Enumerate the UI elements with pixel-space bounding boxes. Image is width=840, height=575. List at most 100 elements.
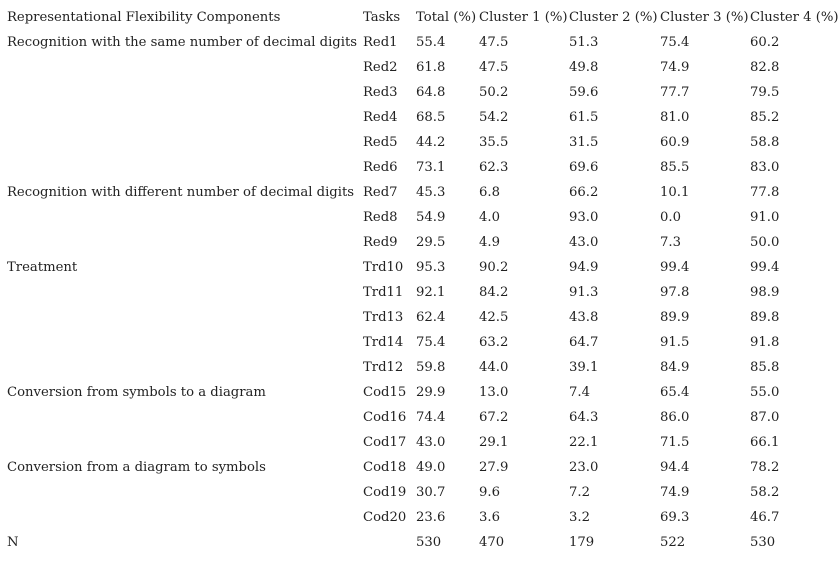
cell-cluster-4: 50.0 [750,235,780,250]
cell-cluster-3: 91.5 [660,335,690,350]
cell-cluster-4: 83.0 [750,160,780,175]
cell-cluster-4: 77.8 [750,185,780,200]
cell-cluster-4: 60.2 [750,35,780,50]
cell-component [0,305,363,330]
cell-cluster-3: 81.0 [660,110,690,125]
cell-total: 29.9 [416,385,446,400]
cell-cluster-1: 35.5 [479,135,509,150]
column-header-component: Representational Flexibility Components [7,10,281,25]
table-row: Cod16 74.4 67.2 64.3 86.0 87.0 [0,405,840,430]
cell-component [0,480,363,505]
cell-total: 55.4 [416,35,446,50]
cell-cluster-2: 23.0 [569,460,599,475]
cell-cluster-4: 58.8 [750,135,780,150]
column-header-cluster-3: Cluster 3 (%) [660,10,749,25]
cell-total: 49.0 [416,460,446,475]
cell-cluster-3: 522 [660,535,686,550]
cell-task: Red3 [363,85,398,100]
cell-cluster-1: 63.2 [479,335,509,350]
cell-cluster-3: 7.3 [660,235,681,250]
cell-cluster-2: 91.3 [569,285,599,300]
cell-cluster-3: 69.3 [660,510,690,525]
cell-cluster-4: 85.8 [750,360,780,375]
cell-cluster-3: 86.0 [660,410,690,425]
cell-total: 23.6 [416,510,446,525]
cell-cluster-4: 530 [750,535,776,550]
table-row: Treatment Trd10 95.3 90.2 94.9 99.4 99.4 [0,255,840,280]
cell-cluster-2: 66.2 [569,185,599,200]
table-row: Red2 61.8 47.5 49.8 74.9 82.8 [0,55,840,80]
column-header-total: Total (%) [416,10,477,25]
cell-total: 75.4 [416,335,446,350]
cell-cluster-4: 85.2 [750,110,780,125]
table-row: Conversion from symbols to a diagram Cod1… [0,380,840,405]
cell-cluster-4: 91.8 [750,335,780,350]
cell-cluster-1: 4.0 [479,210,500,225]
cell-component: Conversion from symbols to a diagram [7,385,266,400]
cell-cluster-2: 43.0 [569,235,599,250]
cell-task [363,530,416,555]
cell-task: Cod18 [363,460,407,475]
table-row: Red5 44.2 35.5 31.5 60.9 58.8 [0,130,840,155]
cell-cluster-2: 64.7 [569,335,599,350]
cell-cluster-4: 78.2 [750,460,780,475]
table-row: Cod20 23.6 3.6 3.2 69.3 46.7 [0,505,840,530]
cell-cluster-3: 60.9 [660,135,690,150]
table-row: Conversion from a diagram to symbols Cod1… [0,455,840,480]
cell-component [0,105,363,130]
cell-cluster-4: 99.4 [750,260,780,275]
cell-total: 45.3 [416,185,446,200]
cell-total: 61.8 [416,60,446,75]
cell-total: 59.8 [416,360,446,375]
cell-component [0,355,363,380]
cell-task: Cod19 [363,485,407,500]
table-row: Trd13 62.4 42.5 43.8 89.9 89.8 [0,305,840,330]
table-row: Trd14 75.4 63.2 64.7 91.5 91.8 [0,330,840,355]
cell-cluster-2: 93.0 [569,210,599,225]
cell-cluster-3: 94.4 [660,460,690,475]
cell-cluster-2: 94.9 [569,260,599,275]
cell-cluster-2: 179 [569,535,595,550]
cell-total: 95.3 [416,260,446,275]
cell-cluster-2: 22.1 [569,435,599,450]
cell-total: 30.7 [416,485,446,500]
cell-cluster-3: 65.4 [660,385,690,400]
column-header-cluster-1: Cluster 1 (%) [479,10,568,25]
cell-cluster-2: 3.2 [569,510,590,525]
cell-task: Red8 [363,210,398,225]
cell-cluster-2: 7.4 [569,385,590,400]
cell-component [0,405,363,430]
cell-cluster-4: 98.9 [750,285,780,300]
cell-cluster-3: 84.9 [660,360,690,375]
cell-cluster-4: 58.2 [750,485,780,500]
column-header-cluster-2: Cluster 2 (%) [569,10,658,25]
column-header-cluster-4: Cluster 4 (%) [750,10,839,25]
cell-cluster-1: 62.3 [479,160,509,175]
cell-cluster-1: 50.2 [479,85,509,100]
cell-cluster-4: 91.0 [750,210,780,225]
cell-task: Cod16 [363,410,407,425]
cell-component [0,130,363,155]
cell-total: 530 [416,535,442,550]
cell-cluster-2: 61.5 [569,110,599,125]
cell-component [0,330,363,355]
cell-total: 73.1 [416,160,446,175]
table-row: Red8 54.9 4.0 93.0 0.0 91.0 [0,205,840,230]
cell-task: Trd13 [363,310,404,325]
cell-cluster-4: 46.7 [750,510,780,525]
cell-cluster-4: 89.8 [750,310,780,325]
cell-total: 44.2 [416,135,446,150]
cell-total: 64.8 [416,85,446,100]
cell-cluster-3: 0.0 [660,210,681,225]
cell-cluster-3: 99.4 [660,260,690,275]
table-row: Red6 73.1 62.3 69.6 85.5 83.0 [0,155,840,180]
cell-cluster-1: 67.2 [479,410,509,425]
table-row: Red3 64.8 50.2 59.6 77.7 79.5 [0,80,840,105]
cell-cluster-1: 3.6 [479,510,500,525]
cell-total: 29.5 [416,235,446,250]
cell-cluster-1: 44.0 [479,360,509,375]
cell-task: Trd12 [363,360,404,375]
cell-cluster-2: 7.2 [569,485,590,500]
cell-cluster-1: 9.6 [479,485,500,500]
table-row: Recognition with different number of dec… [0,180,840,205]
